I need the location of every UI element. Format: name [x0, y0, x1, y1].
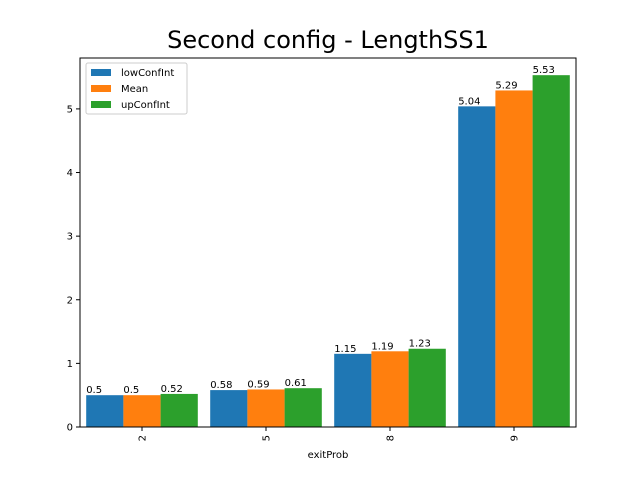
y-tick-label: 5 [67, 104, 73, 115]
bar-upConfInt-8 [408, 348, 446, 427]
bar-Mean-5 [247, 389, 285, 427]
legend-label-Mean: Mean [121, 84, 148, 95]
y-tick-label: 2 [67, 295, 73, 306]
data-label-lowConfInt-8: 1.15 [334, 344, 356, 355]
legend-swatch-Mean [91, 85, 111, 92]
bar-upConfInt-2 [160, 393, 198, 427]
legend-box [85, 62, 188, 115]
legend-label-lowConfInt: lowConfInt [121, 68, 174, 79]
x-axis-label: exitProb [308, 450, 349, 461]
data-label-Mean-2: 0.5 [123, 385, 139, 396]
data-labels-layer: 0.5 0.58 1.15 5.04 0.5 0.59 1.19 5.29 0.52 0.61 1.… [86, 65, 555, 396]
bar-Mean-8 [371, 351, 409, 427]
legend-swatch-upConfInt [91, 101, 111, 108]
data-label-upConfInt-9: 5.53 [533, 65, 555, 76]
bar-lowConfInt-5 [210, 390, 248, 427]
y-tick-label: 3 [67, 232, 73, 243]
data-label-upConfInt-8: 1.23 [409, 339, 431, 350]
x-axis: 2 5 8 9 [138, 427, 521, 441]
data-label-lowConfInt-2: 0.5 [86, 385, 102, 396]
x-tick-label: 5 [262, 435, 273, 441]
data-label-Mean-9: 5.29 [495, 80, 517, 91]
bar-upConfInt-9 [532, 75, 570, 428]
y-tick-label: 4 [67, 168, 73, 179]
bars-layer [86, 75, 570, 428]
legend-label-upConfInt: upConfInt [121, 100, 170, 111]
bar-lowConfInt-9 [458, 106, 496, 428]
x-tick-label: 8 [386, 435, 397, 441]
x-tick-label: 2 [138, 435, 149, 441]
data-label-lowConfInt-9: 5.04 [458, 96, 480, 107]
chart-title: Second config - LengthSS1 [167, 26, 489, 54]
legend: lowConfInt Mean upConfInt [85, 62, 188, 115]
bar-Mean-2 [123, 395, 161, 427]
bar-upConfInt-5 [284, 388, 322, 427]
x-tick-label: 9 [510, 435, 521, 441]
bar-lowConfInt-8 [334, 353, 372, 427]
data-label-upConfInt-5: 0.61 [285, 378, 307, 389]
data-label-lowConfInt-5: 0.58 [210, 380, 232, 391]
data-label-Mean-5: 0.59 [247, 379, 269, 390]
legend-swatch-lowConfInt [91, 69, 111, 76]
data-label-Mean-8: 1.19 [371, 341, 393, 352]
bar-lowConfInt-2 [86, 395, 124, 427]
y-tick-label: 1 [67, 359, 73, 370]
data-label-upConfInt-2: 0.52 [161, 384, 183, 395]
bar-Mean-9 [495, 90, 533, 428]
y-axis: 0 1 2 3 4 5 [67, 104, 80, 434]
plot-area-frame [79, 57, 577, 428]
y-tick-label: 0 [67, 423, 73, 434]
